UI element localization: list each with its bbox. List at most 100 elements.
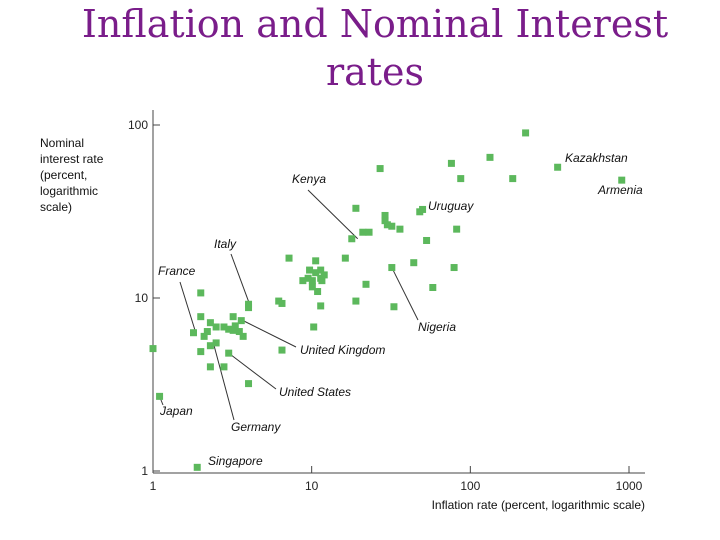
data-point [308,283,316,291]
data-point [310,323,318,331]
data-point [235,328,243,336]
leader-line [307,189,359,240]
data-point [396,225,404,233]
data-point [317,266,325,274]
y-tick-label: 100 [128,118,148,132]
data-point [149,345,157,353]
slide-title: Inflation and Nominal Interest rates [0,0,720,96]
data-point [320,271,328,279]
country-label: Italy [214,237,237,251]
data-point [304,274,312,282]
y-tick-label: 10 [135,291,149,305]
data-point [193,463,201,471]
x-tick-label: 100 [460,479,480,493]
data-point [237,317,245,325]
data-point [229,313,237,321]
leader-line [212,342,235,421]
data-point [388,222,396,230]
data-point [317,302,325,310]
data-point [220,323,228,331]
data-point [220,363,228,371]
y-axis-label-line: scale) [40,200,72,214]
tick-group: 1 10 100 1 10 100 1000 [128,118,643,493]
data-point [457,175,465,183]
data-point [348,235,356,243]
data-point [190,329,198,337]
data-point [318,277,326,285]
country-label: Uruguay [428,199,474,213]
data-point [203,328,211,336]
data-point [306,266,314,274]
y-axis-label-line: logarithmic [40,184,98,198]
data-point [156,392,164,400]
data-point [206,342,214,350]
data-point [341,254,349,262]
data-point [419,205,427,213]
data-point [383,221,391,229]
x-tick-label: 1 [150,479,157,493]
country-label: United States [279,385,351,399]
leader-line [391,267,419,321]
data-point [206,363,214,371]
data-point [197,313,205,321]
data-point [225,349,233,357]
data-point [450,264,458,272]
country-label: France [158,264,196,278]
y-axis-label: Nominal interest rate (percent, logarithmic… [40,136,104,214]
data-point [197,348,205,356]
leader-line [230,253,251,307]
data-point [486,153,494,161]
data-point [390,303,398,311]
country-label: Singapore [208,454,263,468]
x-axis-label: Inflation rate (percent, logarithmic sca… [432,498,645,512]
data-point [410,259,418,267]
country-label: Germany [231,420,281,434]
country-label: United Kingdom [300,343,385,357]
data-point [554,163,562,171]
data-point [245,300,253,308]
data-point [200,332,208,340]
data-point [245,380,253,388]
data-point [365,228,373,236]
country-label: Japan [159,404,193,418]
data-point [231,322,239,330]
data-point [359,228,367,236]
data-point [239,332,247,340]
x-tick-label: 1000 [616,479,643,493]
y-axis-label-line: interest rate [40,152,104,166]
data-point [206,319,214,327]
data-point [429,283,437,291]
data-point [299,277,307,285]
data-point [312,269,320,277]
data-point [314,288,322,296]
country-label: Kenya [292,172,326,186]
data-points [149,129,626,471]
chart-axes [152,110,645,474]
data-point [197,289,205,297]
data-point [388,264,396,272]
country-label: Armenia [597,183,643,197]
y-axis-label-line: (percent, [40,168,87,182]
leader-line [242,320,297,348]
data-point [308,277,316,285]
data-point [376,165,384,173]
data-point [362,280,370,288]
data-point [278,346,286,354]
y-tick-label: 1 [141,464,148,478]
data-point [381,211,389,219]
data-point [522,129,530,137]
data-point [453,225,461,233]
slide-title-line-2: rates [325,50,425,94]
country-label: Nigeria [418,320,456,334]
country-labels: Kazakhstan Armenia Kenya Uruguay Italy France… [158,151,643,468]
leader-line [179,281,196,332]
data-point [447,159,455,167]
data-point [509,175,517,183]
data-point [212,339,220,347]
data-point [381,217,389,225]
data-point [278,299,286,307]
data-point [225,325,233,333]
data-point [423,236,431,244]
data-point [352,204,360,212]
